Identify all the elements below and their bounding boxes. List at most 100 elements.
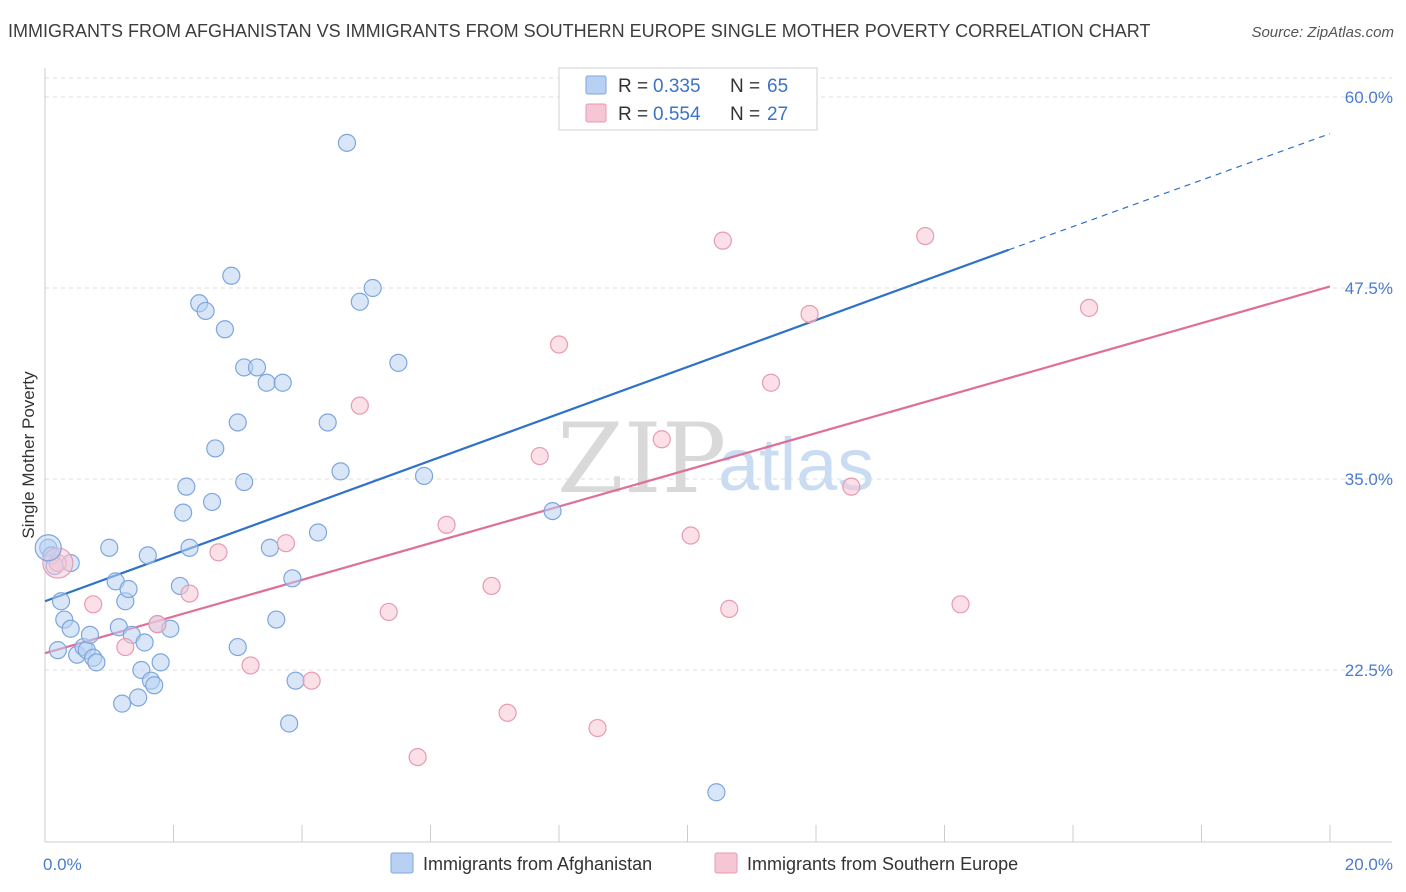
afghanistan-point-54 [331,462,350,481]
y-tick-labels: 22.5% 35.0% 47.5% 60.0% [1345,88,1393,680]
afghanistan-point-58 [389,353,408,372]
southern-europe-point-10 [379,602,398,622]
afghanistan-point-11 [80,625,100,644]
southern-europe-point-2 [116,637,135,657]
southern-europe-point-16 [588,718,607,738]
afghanistan-point-13 [87,653,106,672]
southern-europe-point-25 [951,595,970,614]
y-tick-label-0: 22.5% [1345,661,1393,680]
chart-source: Source: ZipAtlas.com [1251,24,1394,41]
southern-europe-point-4 [180,584,199,603]
afghanistan-point-60 [543,501,562,521]
afghanistan-point-31 [174,503,193,522]
southern-europe-point-17 [652,430,671,449]
southern-europe-point-3 [148,615,167,634]
southern-europe-point-6 [241,656,260,675]
legend-swatch-blue [585,75,607,95]
data-points [34,133,1099,802]
axes [44,68,1392,843]
afghanistan-point-38 [215,320,234,339]
afghanistan-point-3 [48,641,67,660]
trend-lines [44,133,1331,655]
southern-europe-point-14 [530,446,549,466]
southern-europe-point-7 [276,534,296,553]
series-swatch-southern-europe [714,852,738,874]
afghanistan-point-43 [235,472,254,492]
southern-europe-point-23 [842,477,861,496]
legend-n-label-1: N = [730,76,760,97]
afghanistan-point-large [34,534,62,562]
legend-r-value-2: 0.554 [653,104,701,125]
southern-europe-point-18 [681,526,700,545]
southern-europe-point-12 [482,576,501,596]
correlation-legend: R = 0.335 N = 65 R = 0.554 N = 27 [558,67,818,131]
x-tick-labels: 0.0% 20.0% [43,855,1393,874]
series-label-southern-europe: Immigrants from Southern Europe [747,854,1018,874]
afghanistan-point-47 [267,610,286,629]
afghanistan-point-36 [202,492,222,512]
southern-europe-point-21 [761,373,781,392]
afghanistan-point-44 [247,358,267,377]
legend-swatch-pink [585,103,607,123]
afghanistan-point-40 [228,637,247,657]
y-tick-label-3: 60.0% [1345,88,1393,107]
southern-europe-point-24 [916,226,935,246]
legend-n-label-2: N = [730,104,760,125]
afghanistan-point-41 [228,413,247,432]
legend-r-value-1: 0.335 [653,76,701,97]
chart-title: IMMIGRANTS FROM AFGHANISTAN VS IMMIGRANT… [8,21,1151,41]
afghanistan-point-51 [286,671,305,690]
afghanistan-point-52 [308,523,328,542]
legend-n-value-1: 65 [767,76,788,97]
afghanistan-point-28 [151,653,170,672]
southern-europe-point-9 [350,396,369,415]
afghanistan-trend-extension [1008,133,1331,251]
afghanistan-point-49 [280,714,299,733]
watermark: ZIP atlas [557,403,874,515]
afghanistan-point-21 [129,688,148,707]
southern-europe-point-26 [1079,298,1099,317]
southern-europe-point-22 [800,304,819,324]
afghanistan-point-45 [257,373,276,392]
afghanistan-point-50 [283,569,302,588]
afghanistan-point-59 [414,466,434,486]
southern-europe-point-27 [408,747,427,767]
y-axis-title: Single Mother Poverty [19,371,38,539]
legend-n-value-2: 27 [767,104,788,125]
legend-r-label-1: R = [618,76,648,97]
afghanistan-point-56 [350,292,369,311]
watermark-zip: ZIP [557,403,726,515]
series-legend: Immigrants from Afghanistan Immigrants f… [390,852,1018,874]
southern-europe-trend-line [44,285,1331,655]
southern-europe-point-19 [713,231,732,250]
afghanistan-point-6 [61,619,80,638]
afghanistan-point-4 [51,592,71,611]
southern-europe-point-5 [209,543,228,562]
afghanistan-point-39 [222,266,241,285]
afghanistan-point-53 [318,413,337,432]
y-tick-label-1: 35.0% [1345,470,1393,489]
afghanistan-point-48 [273,373,292,392]
southern-europe-point-13 [498,703,517,722]
series-label-afghanistan: Immigrants from Afghanistan [423,854,652,874]
x-tick-label-0: 0.0% [43,855,82,874]
afghanistan-point-23 [135,633,154,652]
x-tick-label-1: 20.0% [1345,855,1393,874]
afghanistan-point-14 [100,538,119,557]
y-tick-label-2: 47.5% [1345,279,1393,298]
afghanistan-trend-line [44,248,1010,603]
afghanistan-point-32 [177,477,196,496]
southern-europe-point-1 [84,595,103,614]
afghanistan-point-33 [180,538,199,557]
afghanistan-point-61 [707,783,726,802]
afghanistan-point-57 [363,278,382,298]
afghanistan-point-37 [206,439,225,458]
legend-r-label-2: R = [618,104,648,125]
afghanistan-point-46 [260,538,279,557]
southern-europe-point-15 [549,335,569,354]
afghanistan-point-55 [337,133,357,152]
southern-europe-point-8 [302,671,321,690]
afghanistan-point-19 [119,579,138,599]
afghanistan-point-24 [138,546,157,565]
